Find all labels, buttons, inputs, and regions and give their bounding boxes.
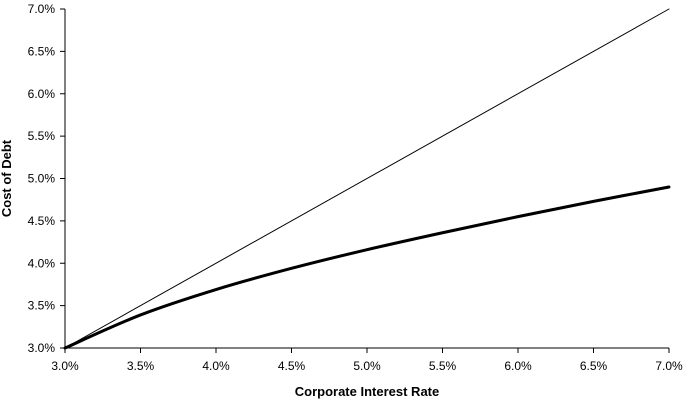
y-tick-label: 6.5% [28,44,56,58]
x-tick-label: 5.0% [353,359,381,373]
y-tick-label: 5.0% [28,172,56,186]
series-layer [63,8,671,350]
x-tick-label: 7.0% [655,359,683,373]
y-tick-label: 5.5% [28,129,56,143]
cost-of-debt-curve [63,185,671,350]
x-tick-label: 6.0% [504,359,532,373]
x-axis-ticks: 3.0% 3.5% 4.0% 4.5% 5.0% 5.5% 6.0% 6.5% 7.0% [51,348,683,373]
x-tick-label: 4.0% [202,359,230,373]
y-tick-label: 7.0% [28,2,56,16]
y-tick-label: 3.0% [28,341,56,355]
x-tick-label: 6.5% [580,359,608,373]
y-tick-label: 6.0% [28,87,56,101]
reference-diagonal-line [64,8,670,349]
y-tick-label: 4.5% [28,214,56,228]
x-axis-title: Corporate Interest Rate [295,384,439,399]
y-tick-label: 4.0% [28,256,56,270]
y-tick-label: 3.5% [28,299,56,313]
x-tick-label: 4.5% [278,359,306,373]
y-axis-title: Cost of Debt [0,139,14,217]
x-tick-label: 5.5% [429,359,457,373]
x-tick-label: 3.0% [51,359,79,373]
y-axis-ticks: 3.0% 3.5% 4.0% 4.5% 5.0% 5.5% 6.0% 6.5% 7.0% [28,2,65,355]
x-tick-label: 3.5% [127,359,155,373]
